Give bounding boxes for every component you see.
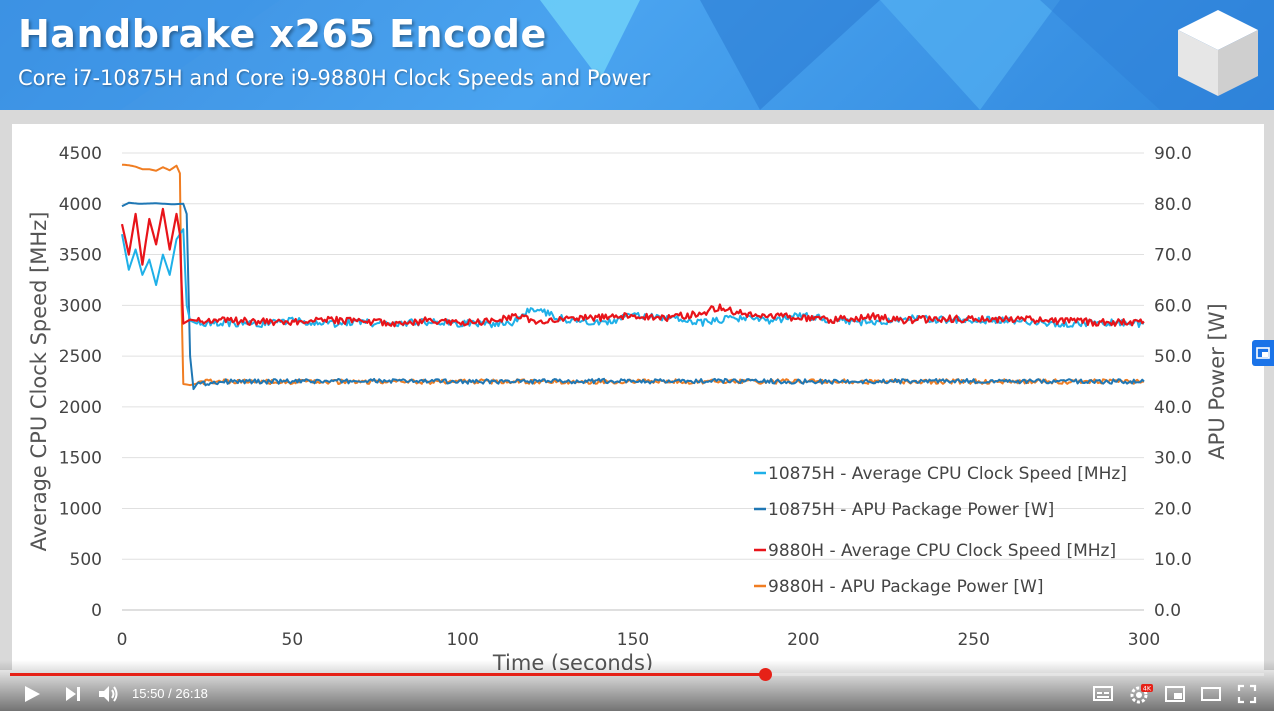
settings-gear-icon[interactable]: 4K — [1128, 682, 1154, 706]
x-tick-label: 250 — [957, 630, 989, 650]
y-tick-label: 0 — [91, 601, 102, 621]
gridlines — [122, 152, 1144, 611]
y2-tick-label: 80.0 — [1154, 195, 1192, 215]
y2-tick-label: 50.0 — [1154, 347, 1192, 367]
y2-tick-label: 0.0 — [1154, 601, 1181, 621]
progress-fill — [10, 673, 765, 676]
y-tick-label: 1000 — [59, 499, 102, 519]
card-badge-icon[interactable] — [1252, 340, 1274, 366]
y2-tick-label: 40.0 — [1154, 398, 1192, 418]
video-player-controls — [0, 660, 1274, 711]
legend-entry: 9880H - Average CPU Clock Speed [MHz] — [768, 541, 1116, 561]
y2-tick-label: 70.0 — [1154, 246, 1192, 266]
theater-mode-icon[interactable] — [1200, 685, 1222, 703]
legend: 10875H - Average CPU Clock Speed [MHz] 10… — [754, 464, 1127, 597]
y2-tick-label: 90.0 — [1154, 144, 1192, 164]
progress-scrubber[interactable] — [758, 668, 772, 681]
y2-tick-label: 60.0 — [1154, 296, 1192, 316]
channel-watermark: Hardware Unboxed — [1225, 645, 1259, 661]
play-icon[interactable] — [22, 684, 42, 704]
progress-bar[interactable] — [10, 668, 1264, 681]
x-tick-label: 150 — [617, 630, 649, 650]
y-tick-label: 3000 — [59, 296, 102, 316]
y-tick-label: 2500 — [59, 347, 102, 367]
miniplayer-icon[interactable] — [1164, 684, 1186, 704]
y-tick-label: 1500 — [59, 449, 102, 469]
y-tick-label: 4500 — [59, 144, 102, 164]
series-line-2 — [120, 207, 1145, 328]
x-tick-label: 100 — [446, 630, 478, 650]
series-lines — [120, 163, 1145, 391]
x-tick-label: 200 — [787, 630, 819, 650]
x-tick-label: 50 — [282, 630, 304, 650]
time-display: 15:50 / 26:18 — [132, 686, 208, 701]
cube-logo-icon — [1178, 10, 1258, 96]
y-tick-label: 4000 — [59, 195, 102, 215]
y-tick-label: 500 — [70, 550, 102, 570]
page-title: Handbrake x265 Encode — [18, 12, 547, 56]
fullscreen-icon[interactable] — [1237, 684, 1257, 704]
page-subtitle: Core i7-10875H and Core i9-9880H Clock S… — [18, 66, 651, 90]
quality-badge: 4K — [1143, 685, 1152, 693]
volume-icon[interactable] — [97, 683, 119, 705]
y-axis-label: Average CPU Clock Speed [MHz] — [27, 212, 51, 552]
y2-tick-label: 20.0 — [1154, 499, 1192, 519]
x-tick-label: 300 — [1128, 630, 1160, 650]
y-tick-label: 2000 — [59, 398, 102, 418]
subtitles-icon[interactable] — [1092, 684, 1114, 704]
legend-entry: 9880H - APU Package Power [W] — [768, 577, 1043, 597]
y2-tick-label: 30.0 — [1154, 449, 1192, 469]
next-icon[interactable] — [63, 684, 83, 704]
series-line-1 — [121, 201, 1145, 391]
legend-entry: 10875H - APU Package Power [W] — [768, 500, 1054, 520]
y2-axis-label: APU Power [W] — [1205, 303, 1229, 459]
y-tick-label: 3500 — [59, 246, 102, 266]
chart-card: 0 500 1000 1500 2000 2500 3000 3500 4000 4500 0.0 1… — [12, 124, 1264, 670]
legend-entry: 10875H - Average CPU Clock Speed [MHz] — [768, 464, 1127, 484]
series-line-0 — [121, 228, 1145, 329]
header-banner: Handbrake x265 Encode Core i7-10875H and… — [0, 0, 1274, 110]
y2-tick-label: 10.0 — [1154, 550, 1192, 570]
line-chart: 0500100015002000250030003500400045000.01… — [27, 144, 1229, 670]
series-line-3 — [121, 163, 1145, 387]
x-tick-label: 0 — [117, 630, 128, 650]
